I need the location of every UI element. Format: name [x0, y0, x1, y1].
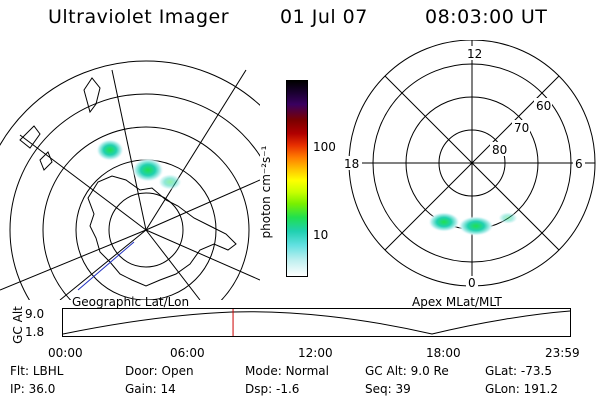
timeline-axis-label: GC Alt: [11, 306, 25, 344]
mlt-label-midnight: 0: [468, 276, 476, 290]
altitude-curve: [62, 310, 571, 335]
mlt-label-dusk: 18: [344, 157, 359, 171]
geographic-longitude: GLon: 191.2: [485, 382, 558, 396]
geographic-map: [0, 60, 260, 300]
gain-value: Gain: 14: [125, 382, 176, 396]
gc-altitude: GC Alt: 9.0 Re: [365, 364, 449, 378]
aurora-emission: [96, 139, 124, 161]
altitude-timeline: [62, 308, 571, 337]
colorbar-tick-10: 10: [313, 228, 329, 242]
timeline-xtick-4: 23:59: [545, 346, 580, 360]
door-status: Door: Open: [125, 364, 194, 378]
aurora-emission: [428, 212, 460, 232]
aurora-emission: [498, 212, 518, 224]
mode-status: Mode: Normal: [245, 364, 329, 378]
color-scale-bar: [286, 80, 308, 277]
timeline-ytick-max: 9.0: [25, 307, 45, 321]
mlat-label-80: 80: [492, 143, 507, 157]
apex-map-caption: Apex MLat/MLT: [412, 295, 502, 309]
timeline-xtick-0: 00:00: [48, 346, 83, 360]
timeline-frame: [62, 308, 571, 337]
timeline-xtick-3: 18:00: [426, 346, 461, 360]
coastline-outline: [19, 77, 237, 287]
dsp-value: Dsp: -1.6: [245, 382, 300, 396]
polar-grid: [348, 40, 596, 287]
apex-polar-plot: 12 18 6 0 60 70 80: [342, 40, 596, 290]
sequence-number: Seq: 39: [365, 382, 411, 396]
mlat-label-70: 70: [514, 121, 529, 135]
filter-label: Flt: LBHL: [10, 364, 64, 378]
geographic-map-caption: Geographic Lat/Lon: [72, 295, 190, 309]
instrument-title: Ultraviolet Imager: [48, 6, 230, 28]
timeline-xtick-1: 06:00: [170, 346, 205, 360]
colorbar-unit-label: photon cm⁻²s⁻¹: [259, 145, 273, 239]
spacecraft-track: [77, 241, 135, 291]
lat-lon-grid: [0, 60, 260, 300]
geographic-latitude: GLat: -73.5: [485, 364, 552, 378]
mlt-label-noon: 12: [467, 47, 482, 61]
aurora-emission: [158, 174, 182, 190]
observation-date: 01 Jul 07: [280, 6, 368, 28]
timeline-ytick-min: 1.8: [25, 325, 45, 339]
aurora-emission: [132, 158, 164, 182]
ip-value: IP: 36.0: [10, 382, 56, 396]
timeline-xtick-2: 12:00: [298, 346, 333, 360]
mlat-label-60: 60: [536, 99, 551, 113]
aurora-emission: [458, 216, 494, 236]
mlt-label-dawn: 6: [575, 157, 583, 171]
colorbar-tick-100: 100: [313, 140, 336, 154]
observation-time: 08:03:00 UT: [425, 6, 548, 28]
